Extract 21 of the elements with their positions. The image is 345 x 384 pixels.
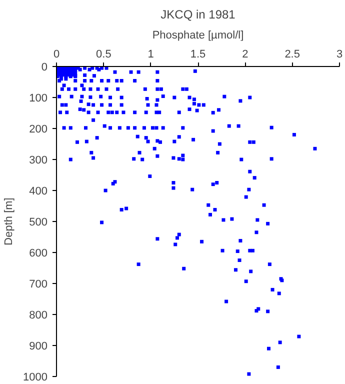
x-tick-label: 1 [148, 48, 154, 60]
x-tick-label: 0 [53, 48, 60, 60]
x-tick-label: 2 [242, 48, 248, 60]
x-tick-label: 0.5 [96, 48, 112, 60]
y-tick-label: 700 [29, 278, 48, 290]
chart-title: JKCQ in 1981 [160, 8, 236, 22]
y-tick-label: 600 [29, 248, 48, 260]
y-tick-label: 900 [29, 340, 48, 352]
y-tick-label: 800 [29, 310, 48, 322]
y-tick-label: 0 [41, 62, 48, 74]
x-tick-label: 3 [336, 48, 343, 60]
y-tick-label: 100 [29, 92, 48, 104]
x-axis-title: Phosphate [µmol/l] [152, 30, 244, 42]
y-tick-label: 500 [29, 216, 48, 228]
y-tick-label: 300 [29, 154, 48, 166]
y-tick-label: 1000 [23, 372, 48, 384]
x-tick-label: 2.5 [284, 48, 300, 60]
x-tick-label: 1.5 [190, 48, 206, 60]
y-tick-label: 200 [29, 124, 48, 136]
y-axis-title: Depth [m] [3, 198, 16, 246]
y-tick-label: 400 [29, 186, 48, 198]
